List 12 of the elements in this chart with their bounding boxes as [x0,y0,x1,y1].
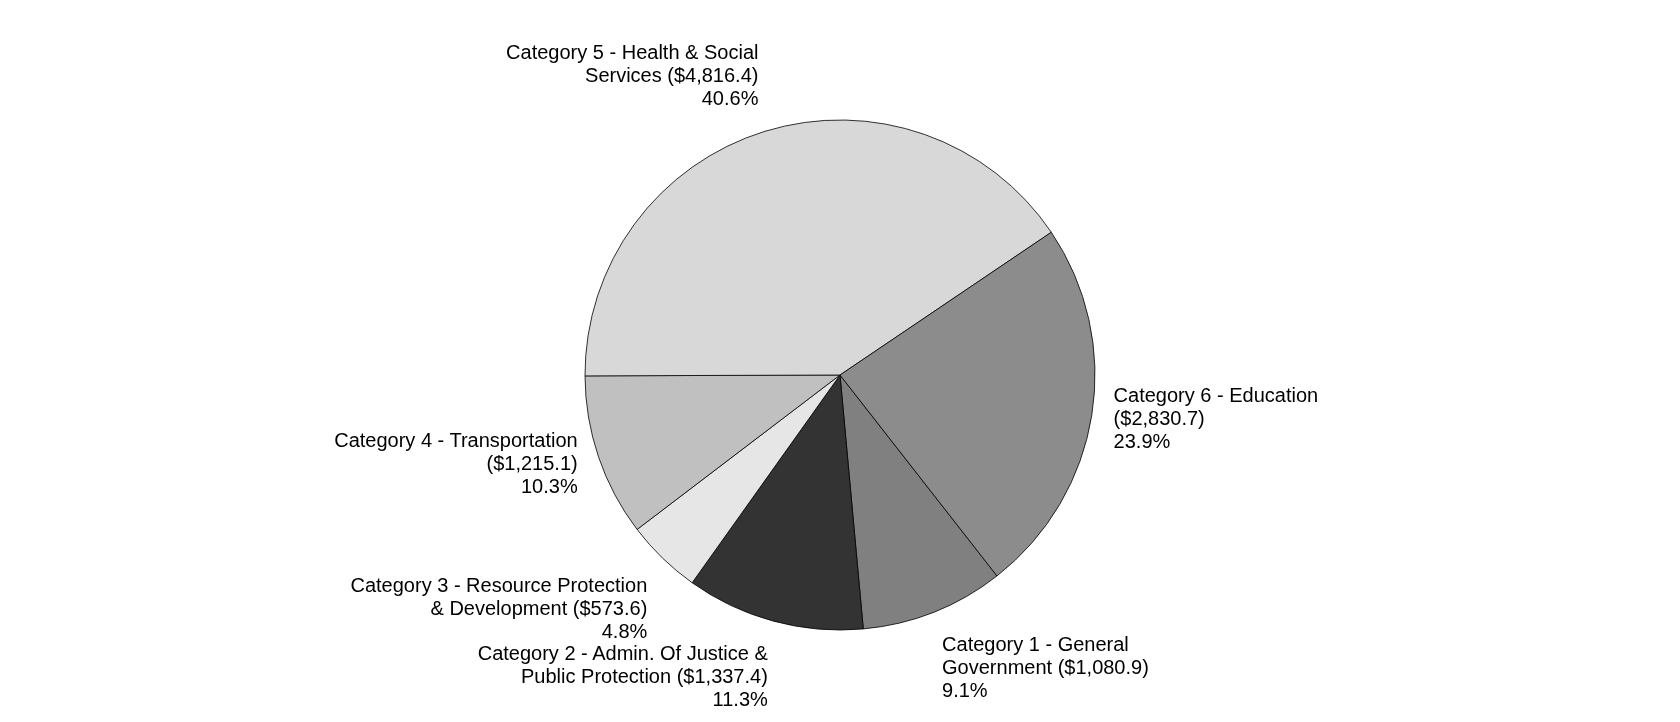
slice-label: Category 6 - Education ($2,830.7) [1113,383,1319,429]
slice-label: Category 2 - Admin. Of Justice & Public Protection ($1,337.4) [477,642,769,688]
data-label: 4.8% [601,619,648,642]
data-label: 10.3% [520,475,578,498]
data-label: 40.6% [701,87,759,110]
slice-label: Category 1 - General Government ($1,080.9) [942,632,1149,678]
data-label: 23.9% [1113,429,1171,452]
slice-label: Category 5 - Health & Social Services ($4,816.4) [506,41,759,87]
slice-label: Category 3 - Resource Protection & Development ($573.6) [350,573,648,619]
data-label: 9.1% [942,678,988,701]
data-label: 11.3% [712,688,769,711]
slice-label: Category 4 - Transportation ($1,215.1) [334,429,578,475]
